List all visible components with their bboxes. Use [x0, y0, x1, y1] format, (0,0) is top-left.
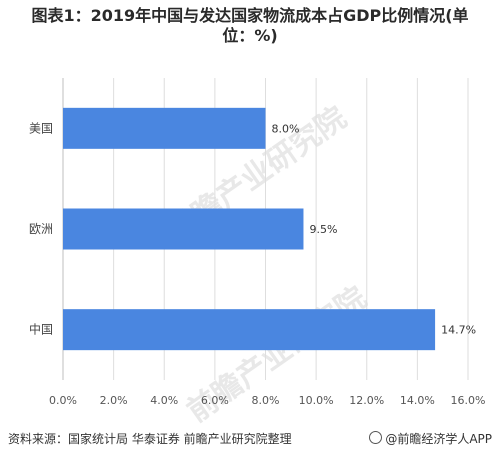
x-tick-label: 8.0%	[252, 394, 280, 407]
bar	[63, 208, 304, 250]
x-tick-label: 12.0%	[349, 394, 384, 407]
category-label: 欧洲	[29, 222, 53, 236]
data-label: 8.0%	[272, 122, 300, 135]
brand-icon	[369, 431, 383, 444]
chart-title: 图表1：2019年中国与发达国家物流成本占GDP比例情况(单 位：%)	[0, 6, 500, 46]
x-tick-label: 6.0%	[201, 394, 229, 407]
brand-text: @前瞻经济学人APP	[385, 432, 492, 446]
data-label: 9.5%	[309, 223, 337, 236]
x-tick-label: 2.0%	[100, 394, 128, 407]
brand-label: @前瞻经济学人APP	[369, 430, 492, 447]
source-note: 资料来源：国家统计局 华泰证券 前瞻产业研究院整理	[8, 432, 292, 446]
x-tick-label: 14.0%	[400, 394, 435, 407]
category-label: 美国	[29, 121, 53, 135]
category-label: 中国	[29, 322, 53, 337]
data-label: 14.7%	[441, 324, 476, 337]
bar-chart: 0.0% 2.0% 4.0% 6.0% 8.0% 10.0% 12.0% 14.0% 16.0%…	[29, 78, 486, 407]
x-tick-label: 16.0%	[451, 394, 486, 407]
chart-title-line-2: 位：%)	[222, 26, 278, 45]
x-tick-label: 4.0%	[150, 394, 178, 407]
chart-title-line-1: 图表1：2019年中国与发达国家物流成本占GDP比例情况(单	[31, 6, 469, 25]
x-tick-label: 10.0%	[299, 394, 334, 407]
bar	[63, 309, 436, 351]
bar	[63, 107, 266, 149]
x-tick-label: 0.0%	[49, 394, 77, 407]
